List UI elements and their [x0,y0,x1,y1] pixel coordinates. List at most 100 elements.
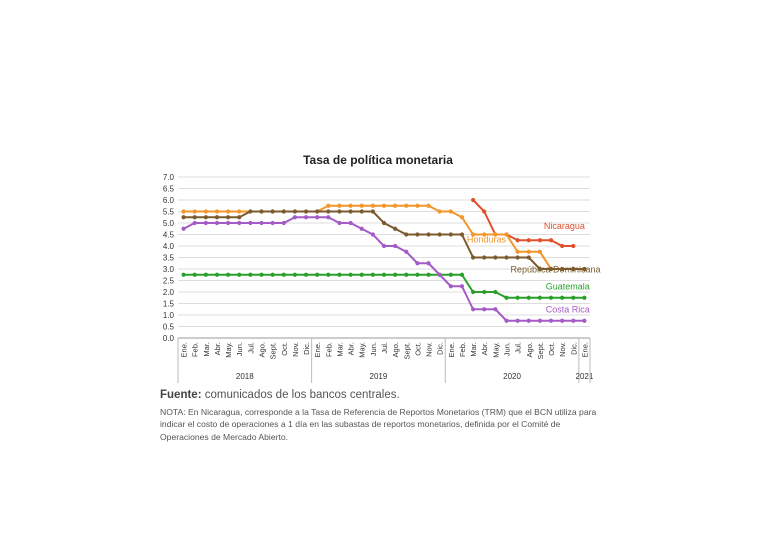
data-point-nicaragua [560,243,565,249]
data-point-honduras [381,203,387,208]
data-point-honduras [437,209,442,214]
data-point-guatemala [214,272,220,277]
y-tick-label: 2.0 [163,288,175,297]
data-point-guatemala [192,272,197,277]
x-tick-label: May. [358,342,367,358]
x-tick-label: Abr. [213,342,222,355]
data-point-republica-dominicana [582,266,587,272]
data-point-guatemala [470,289,476,295]
x-tick-label: Oct. [280,342,289,356]
x-tick-label: Feb. [191,342,200,357]
x-tick-label: May. [491,342,500,358]
data-point-republica-dominicana [493,255,498,260]
data-point-republica-dominicana [303,209,309,214]
data-point-costa-rica [237,220,242,226]
data-point-republica-dominicana [248,209,253,214]
data-point-republica-dominicana [482,255,487,260]
data-point-honduras [482,232,487,237]
data-point-honduras [415,203,420,208]
data-point-costa-rica [281,220,286,226]
data-point-republica-dominicana [571,266,576,272]
x-tick-label: Nov. [425,342,434,357]
data-point-costa-rica [337,220,342,226]
data-point-republica-dominicana [181,215,186,220]
year-label: 2021 [576,372,594,381]
data-point-republica-dominicana [270,209,275,214]
data-point-honduras [537,249,542,254]
data-point-guatemala [326,272,331,277]
x-tick-label: Jun. [235,342,244,356]
data-point-republica-dominicana [370,209,375,214]
data-point-costa-rica [393,243,398,249]
data-point-guatemala [459,272,465,277]
data-point-nicaragua [537,238,542,243]
data-point-costa-rica [448,284,453,289]
data-point-honduras [393,203,398,208]
data-point-guatemala [337,272,342,277]
data-point-republica-dominicana [337,209,342,214]
x-tick-label: May. [224,342,233,358]
x-tick-label: Jun. [369,342,378,356]
x-tick-label: Oct. [413,342,422,356]
x-tick-label: Ene. [580,342,589,357]
data-point-nicaragua [482,209,487,214]
data-point-republica-dominicana [348,209,353,214]
data-point-honduras [448,209,453,214]
data-point-guatemala [181,272,186,277]
data-point-republica-dominicana [192,215,197,220]
data-point-costa-rica [192,220,197,226]
data-point-honduras [348,203,353,208]
series-label-nicaragua: Nicaragua [544,221,585,231]
data-point-republica-dominicana [393,226,398,231]
source-text: comunicados de los bancos centrales. [201,389,400,401]
data-point-guatemala [582,295,587,300]
data-point-republica-dominicana [470,255,476,260]
x-tick-label: Dic. [302,342,311,355]
data-point-guatemala [448,272,453,277]
data-point-costa-rica [226,220,231,226]
y-tick-label: 3.5 [163,254,175,263]
x-tick-label: Abr. [480,342,489,355]
data-point-costa-rica [515,318,520,323]
y-tick-label: 0.5 [163,323,175,332]
data-point-costa-rica [493,307,498,312]
data-point-honduras [426,203,431,208]
data-point-costa-rica [415,261,420,266]
data-point-guatemala [292,272,298,277]
data-point-honduras [404,203,409,208]
x-tick-label: Ene. [313,342,322,357]
y-tick-label: 2.5 [163,277,175,286]
data-point-republica-dominicana [326,209,331,214]
data-point-guatemala [515,295,520,300]
x-tick-label: Sept. [402,342,411,360]
data-point-honduras [226,209,231,214]
series-label-honduras: Honduras [467,235,507,245]
data-point-guatemala [404,272,409,277]
data-point-nicaragua [571,243,576,249]
data-point-costa-rica [560,318,565,323]
data-point-honduras [203,209,208,214]
x-tick-label: Nov. [291,342,300,357]
data-point-nicaragua [470,197,476,203]
data-point-honduras [337,203,342,208]
data-point-guatemala [381,272,387,277]
data-point-guatemala [348,272,353,277]
data-point-costa-rica [259,220,264,226]
data-point-nicaragua [548,238,554,243]
data-point-guatemala [248,272,253,277]
data-point-nicaragua [515,238,520,243]
data-point-costa-rica [571,318,576,323]
x-tick-label: Sept. [269,342,278,360]
data-point-costa-rica [292,215,298,220]
data-point-costa-rica [459,284,465,289]
y-tick-label: 7.0 [163,173,175,182]
data-point-honduras [326,203,331,208]
y-tick-label: 4.5 [163,231,175,240]
x-tick-label: Feb. [324,342,333,357]
data-point-honduras [370,203,375,208]
data-point-republica-dominicana [381,220,387,226]
data-point-guatemala [393,272,398,277]
series-label-costa-rica: Costa Rica [546,305,590,315]
data-point-guatemala [303,272,309,277]
